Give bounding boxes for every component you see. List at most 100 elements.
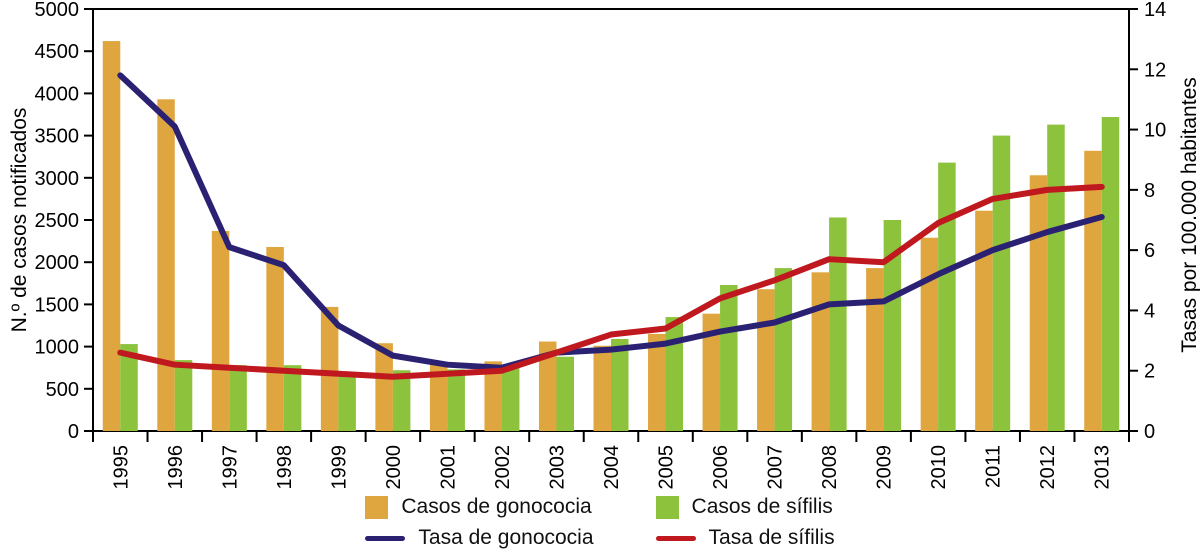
bar-sifilis-2005 [665, 317, 684, 431]
legend-label-casos-gonococia: Casos de gonococia [401, 495, 592, 518]
y-left-tick-label: 500 [46, 379, 79, 401]
y-right-tick-label: 10 [1144, 120, 1166, 142]
bar-gonococia-2001 [429, 363, 448, 431]
bar-sifilis-2011 [992, 135, 1011, 431]
x-tick-label: 1999 [328, 445, 350, 490]
legend-item-casos-gonococia: Casos de gonococia [365, 494, 593, 520]
legend-item-tasa-sifilis: Tasa de sífilis [655, 525, 835, 551]
bar-sifilis-2006 [720, 284, 738, 431]
x-axis: 1995 1996 1997 1998 1999 2000 2001 2002 2003 2004… [92, 431, 1130, 490]
bar-gonococia-2004 [593, 345, 611, 431]
y-left-tick-label: 3000 [35, 168, 80, 190]
legend-item-tasa-gonococia: Tasa de gonococia [365, 525, 594, 551]
sifilis-line-swatch-icon [655, 535, 696, 541]
bar-gonococia-2012 [1029, 175, 1048, 431]
bar-gonococia-2005 [648, 333, 666, 431]
bar-gonococia-1998 [266, 247, 284, 431]
line-tasa-sifilis [117, 183, 1105, 380]
y-right-tick-label: 0 [1144, 421, 1155, 443]
legend-grid: Casos de gonococia Casos de sífilis Tasa… [365, 494, 835, 551]
y-axis-left-title: N.º de casos notificados [8, 108, 31, 333]
y-left-tick-label: 2500 [35, 210, 80, 232]
x-tick-label: 1998 [274, 445, 296, 490]
chart-legend: Casos de gonococia Casos de sífilis Tasa… [0, 494, 1200, 558]
gonococia-line-swatch-icon [365, 535, 406, 541]
bar-sifilis-2009 [883, 220, 902, 431]
x-tick-label: 2007 [765, 445, 787, 490]
bar-sifilis-1998 [283, 365, 302, 431]
y-left-tick-label: 1500 [35, 294, 80, 316]
bar-sifilis-2007 [774, 268, 793, 431]
bar-sifilis-1997 [229, 365, 247, 431]
y-axis-left: 0 500 1000 1500 2000 2500 3000 3500 4000 4500 5000 [35, 0, 93, 443]
y-left-tick-label: 4000 [35, 83, 80, 105]
y-left-tick-label: 5000 [35, 0, 80, 21]
y-left-tick-label: 3500 [35, 126, 80, 148]
x-tick-label: 2006 [710, 445, 732, 490]
y-right-tick-label: 2 [1144, 361, 1155, 383]
bar-gonococia-2006 [702, 313, 721, 431]
combo-chart: 0 500 1000 1500 2000 2500 3000 3500 4000 4500 5000… [8, 0, 1200, 490]
bar-sifilis-1995 [120, 344, 138, 431]
bar-sifilis-2003 [556, 356, 574, 431]
x-tick-label: 1995 [110, 445, 132, 490]
bar-sifilis-2012 [1047, 124, 1065, 432]
x-tick-label: 1997 [219, 445, 241, 490]
bar-gonococia-2010 [920, 237, 939, 431]
x-tick-label: 2002 [492, 445, 514, 490]
bar-gonococia-2008 [811, 272, 830, 431]
x-tick-label: 2012 [1037, 445, 1059, 490]
bar-gonococia-2000 [375, 343, 393, 431]
bar-gonococia-1996 [157, 99, 175, 432]
bar-gonococia-2011 [975, 210, 993, 431]
gonococia-bar-swatch-icon [365, 495, 389, 519]
line-tasa-gonococia [117, 72, 1105, 371]
y-right-tick-label: 14 [1144, 0, 1166, 21]
bar-sifilis-1996 [174, 360, 193, 431]
y-right-tick-label: 8 [1144, 180, 1155, 202]
x-tick-label: 1996 [165, 445, 187, 490]
bar-sifilis-1999 [338, 372, 356, 431]
sifilis-bar-swatch-icon [655, 495, 679, 519]
y-right-tick-label: 4 [1144, 300, 1155, 322]
bar-gonococia-2002 [484, 361, 502, 431]
x-tick-label: 2008 [819, 445, 841, 490]
y-left-tick-label: 4500 [35, 41, 80, 63]
x-tick-label: 2000 [383, 445, 405, 490]
bars-sifilis [120, 117, 1120, 432]
y-left-tick-label: 2000 [35, 252, 80, 274]
x-tick-label: 2005 [656, 445, 678, 490]
y-left-tick-label: 0 [68, 421, 79, 443]
bar-gonococia-1997 [211, 230, 230, 431]
x-tick-label: 2013 [1092, 445, 1114, 490]
bar-sifilis-2013 [1101, 117, 1120, 432]
x-tick-label: 2011 [983, 445, 1005, 488]
bar-sifilis-2010 [938, 162, 956, 431]
legend-item-casos-sifilis: Casos de sífilis [655, 494, 835, 520]
bar-gonococia-2003 [538, 341, 557, 431]
legend-label-tasa-sifilis: Tasa de sífilis [708, 526, 835, 549]
x-tick-label: 2009 [874, 445, 896, 490]
y-axis-right-title: Tasas por 100.000 habitantes [1178, 77, 1200, 353]
bar-gonococia-2009 [866, 268, 884, 431]
y-right-tick-label: 12 [1144, 59, 1166, 81]
x-tick-label: 2001 [437, 445, 459, 490]
legend-label-tasa-gonococia: Tasa de gonococia [418, 526, 594, 549]
bar-gonococia-1995 [102, 41, 121, 432]
bar-sifilis-2002 [501, 368, 520, 431]
bar-sifilis-2000 [392, 370, 411, 431]
bar-gonococia-2013 [1084, 150, 1102, 432]
bar-sifilis-2001 [447, 369, 465, 431]
x-tick-label: 2004 [601, 445, 623, 490]
bar-gonococia-1999 [320, 306, 339, 431]
y-right-tick-label: 6 [1144, 240, 1155, 262]
y-axis-right: 0 2 4 6 8 10 12 14 [1129, 0, 1166, 443]
y-left-tick-label: 1000 [35, 337, 80, 359]
bar-sifilis-2008 [829, 217, 847, 431]
bar-sifilis-2004 [611, 339, 629, 431]
bar-gonococia-2007 [757, 289, 775, 431]
x-tick-label: 2003 [546, 445, 568, 490]
legend-label-casos-sifilis: Casos de sífilis [691, 495, 833, 518]
x-tick-label: 2010 [928, 445, 950, 490]
